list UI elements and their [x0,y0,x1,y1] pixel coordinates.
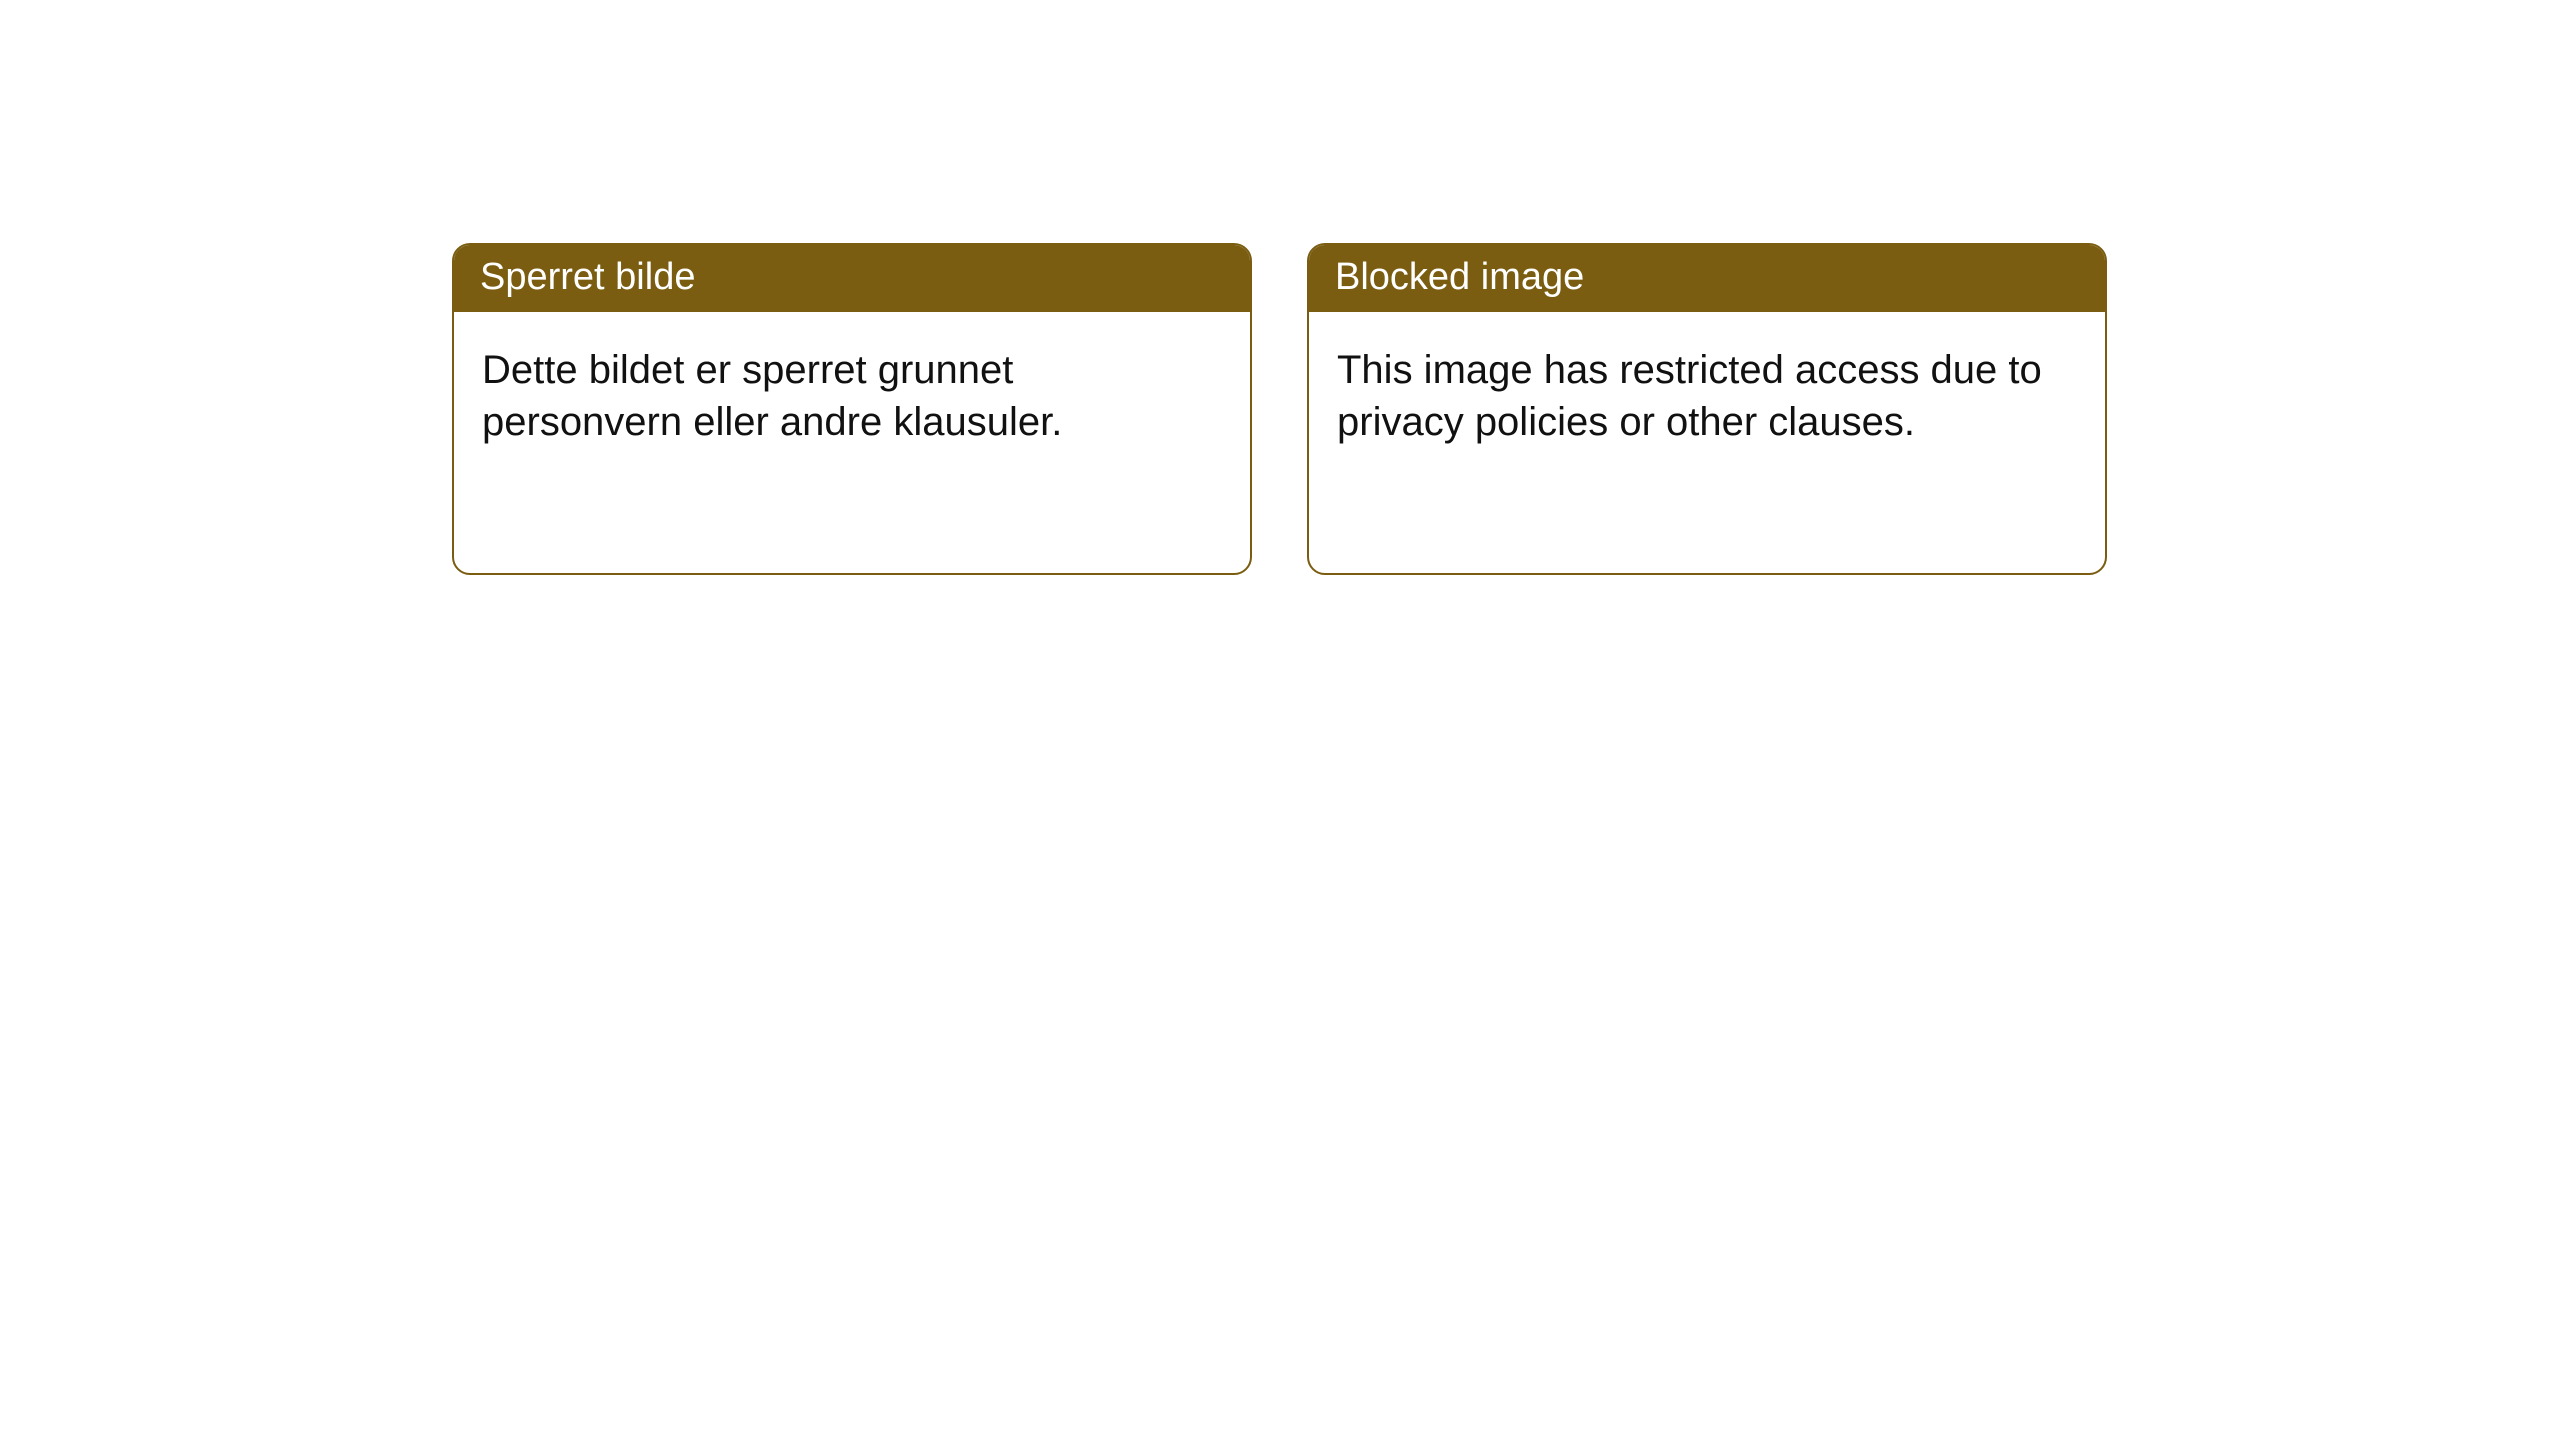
card-title: Blocked image [1335,256,1584,298]
card-body: Dette bildet er sperret grunnet personve… [454,312,1250,480]
card-header: Blocked image [1309,245,2105,312]
card-title: Sperret bilde [480,256,695,298]
card-text: Dette bildet er sperret grunnet personve… [482,348,1062,444]
cards-container: Sperret bilde Dette bildet er sperret gr… [452,243,2107,575]
card-header: Sperret bilde [454,245,1250,312]
card-english: Blocked image This image has restricted … [1307,243,2107,575]
card-text: This image has restricted access due to … [1337,348,2042,444]
card-body: This image has restricted access due to … [1309,312,2105,480]
card-norwegian: Sperret bilde Dette bildet er sperret gr… [452,243,1252,575]
